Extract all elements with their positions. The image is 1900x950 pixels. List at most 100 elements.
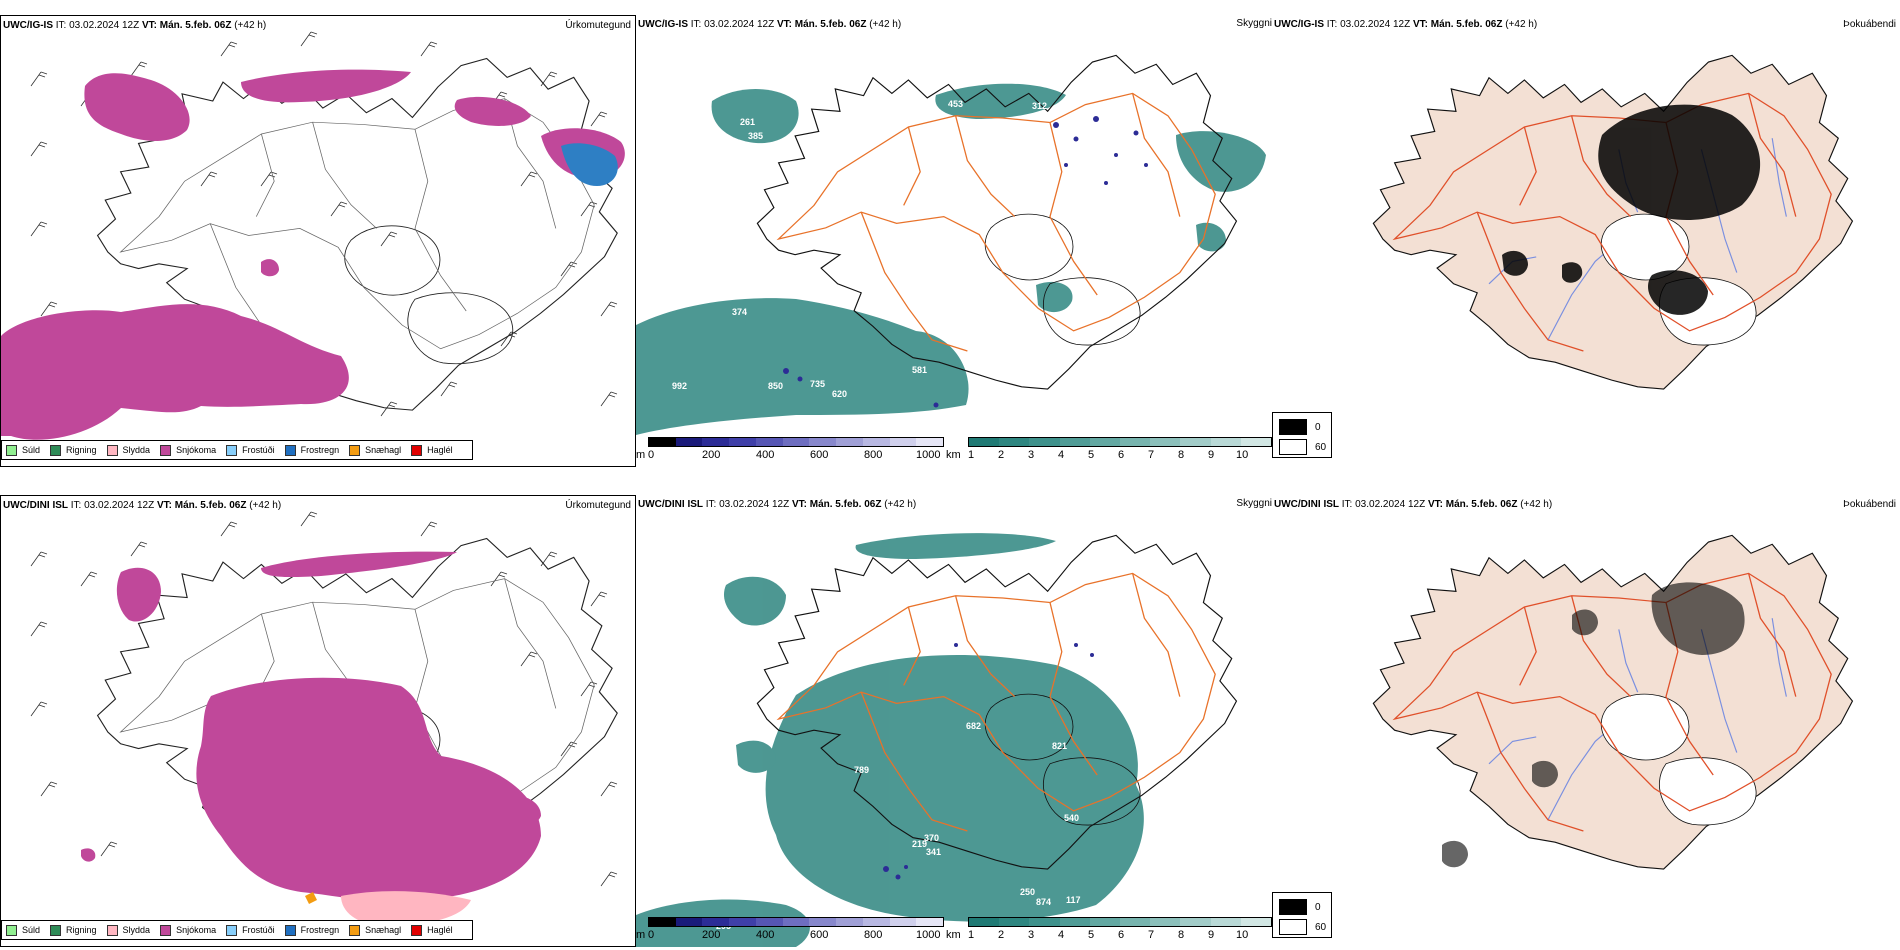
legend-item: Slydda (106, 924, 150, 936)
visibility-value: 219 (912, 839, 927, 849)
it-value: 03.02.2024 12Z (719, 499, 790, 510)
cloud-base-color-step (702, 918, 730, 926)
cloud-base-color-step (755, 438, 783, 446)
visibility-value: 850 (768, 381, 783, 391)
visibility-value: 312 (1032, 101, 1047, 111)
cloud-base-color-step (836, 918, 863, 926)
visibility-unit: km (946, 929, 961, 941)
it-label: IT: (70, 500, 82, 511)
legend-swatch (411, 924, 423, 936)
legend-swatch (284, 444, 296, 456)
it-label: IT: (55, 20, 67, 31)
legend-item: Snæhagl (349, 924, 401, 936)
model-name: UWC/IG-IS (1274, 19, 1324, 30)
fog-scale: 0 60 (1272, 892, 1332, 938)
visibility-tick: 9 (1208, 929, 1215, 941)
cloud-base-color-step (702, 438, 730, 446)
cloud-base-color-step (889, 918, 917, 926)
visibility-color-step (1240, 918, 1272, 926)
it-label: IT: (705, 499, 717, 510)
fog-scale-row: 60 (1279, 919, 1326, 935)
legend-item: Frostúði (226, 924, 275, 936)
legend-item: Snæhagl (349, 444, 401, 456)
visibility-tick: 10 (1236, 449, 1249, 461)
legend-swatch (50, 924, 62, 936)
fog-scale: 0 60 (1272, 412, 1332, 458)
visibility-value: 453 (948, 99, 963, 109)
visibility-color-step (1150, 438, 1181, 446)
precip-legend: Súld Rigning Slydda Snjókoma Frostúði Fr… (1, 440, 473, 460)
legend-swatch (226, 924, 238, 936)
visibility-tick: 3 (1028, 449, 1035, 461)
cloud-base-color-step (729, 438, 756, 446)
legend-item: Slydda (106, 444, 150, 456)
model-name: UWC/IG-IS (3, 20, 53, 31)
precip-type-panel-row2: UWC/DINI ISL IT: 03.02.2024 12Z VT: Mán.… (0, 495, 636, 947)
visibility-tick: 1 (968, 449, 975, 461)
cloud-base-speckle (783, 116, 1148, 408)
visibility-value: 370 (924, 833, 939, 843)
vt-label: VT: (1412, 19, 1428, 30)
low-visibility-areas (636, 533, 1144, 947)
panel-header: UWC/DINI ISL IT: 03.02.2024 12Z VT: Mán.… (3, 500, 281, 511)
visibility-color-step (999, 438, 1030, 446)
precip-type-panel-row1: UWC/IG-IS IT: 03.02.2024 12Z VT: Mán. 5.… (0, 15, 636, 467)
vt-value: Mán. 5.feb. 06Z (794, 19, 867, 30)
cloud-base-tick: 600 (810, 929, 829, 941)
visibility-panel-row1: UWC/IG-IS IT: 03.02.2024 12Z VT: Mán. 5.… (636, 15, 1272, 467)
cloud-base-tick: 400 (756, 929, 775, 941)
it-value: 03.02.2024 12Z (1355, 499, 1426, 510)
cloud-base-tick: 600 (810, 449, 829, 461)
visibility-color-step (1240, 438, 1272, 446)
legend-item: Rigning (50, 444, 97, 456)
cloud-base-tick: 800 (864, 929, 883, 941)
model-name: UWC/DINI ISL (1274, 499, 1339, 510)
cloud-base-unit: m (636, 929, 646, 941)
visibility-color-step (1029, 438, 1060, 446)
visibility-color-step (969, 918, 1000, 926)
visibility-value: 620 (832, 389, 847, 399)
vt-label: VT: (156, 500, 172, 511)
cloud-base-color-step (862, 918, 890, 926)
legend-swatch (284, 924, 296, 936)
visibility-colorbar (968, 917, 1272, 927)
visibility-color-step (1180, 438, 1211, 446)
visibility-scale: km 1 2 3 4 5 6 7 8 9 10 (946, 917, 1272, 947)
legend-swatch (106, 444, 118, 456)
cloud-base-colorbar (648, 917, 944, 927)
fog-scale-row: 0 (1279, 419, 1321, 435)
cloud-base-color-step (782, 438, 810, 446)
snow-pellet-areas (305, 892, 317, 904)
cloud-base-tick: 1000 (916, 449, 941, 461)
visibility-color-step (969, 438, 1000, 446)
precip-type-map (1, 31, 625, 440)
visibility-value: 250 (1020, 887, 1035, 897)
fog-map (1372, 534, 1854, 870)
low-visibility-areas (636, 83, 1266, 435)
visibility-value: 261 (740, 117, 755, 127)
cloud-base-color-step (649, 438, 676, 446)
cloud-base-color-step (782, 918, 810, 926)
cloud-base-color-step (675, 918, 703, 926)
panel-title: Úrkomutegund (565, 20, 631, 31)
visibility-map: 363 682 821 789 540 370 341 219 380 295 … (636, 533, 1238, 947)
visibility-tick: 4 (1058, 929, 1065, 941)
cloud-base-unit: m (636, 449, 646, 461)
visibility-color-step (1120, 438, 1151, 446)
cloud-base-tick: 0 (648, 929, 655, 941)
visibility-color-step (999, 918, 1030, 926)
cloud-base-tick: 200 (702, 449, 721, 461)
vt-value: Mán. 5.feb. 06Z (1430, 19, 1503, 30)
vt-label: VT: (791, 499, 807, 510)
legend-swatch (226, 444, 238, 456)
it-value: 03.02.2024 12Z (704, 19, 775, 30)
panel-title: Þokuábendi (1843, 499, 1896, 510)
cloud-base-scale: m 0 200 400 600 800 1000 (636, 917, 946, 947)
panel-title: Þokuábendi (1843, 19, 1896, 30)
cloud-base-tick: 200 (702, 929, 721, 941)
cloud-base-color-step (675, 438, 703, 446)
model-name: UWC/DINI ISL (3, 500, 68, 511)
fog-scale-swatch (1279, 899, 1307, 915)
visibility-value: 023 (892, 249, 907, 259)
visibility-tick: 6 (1118, 929, 1125, 941)
